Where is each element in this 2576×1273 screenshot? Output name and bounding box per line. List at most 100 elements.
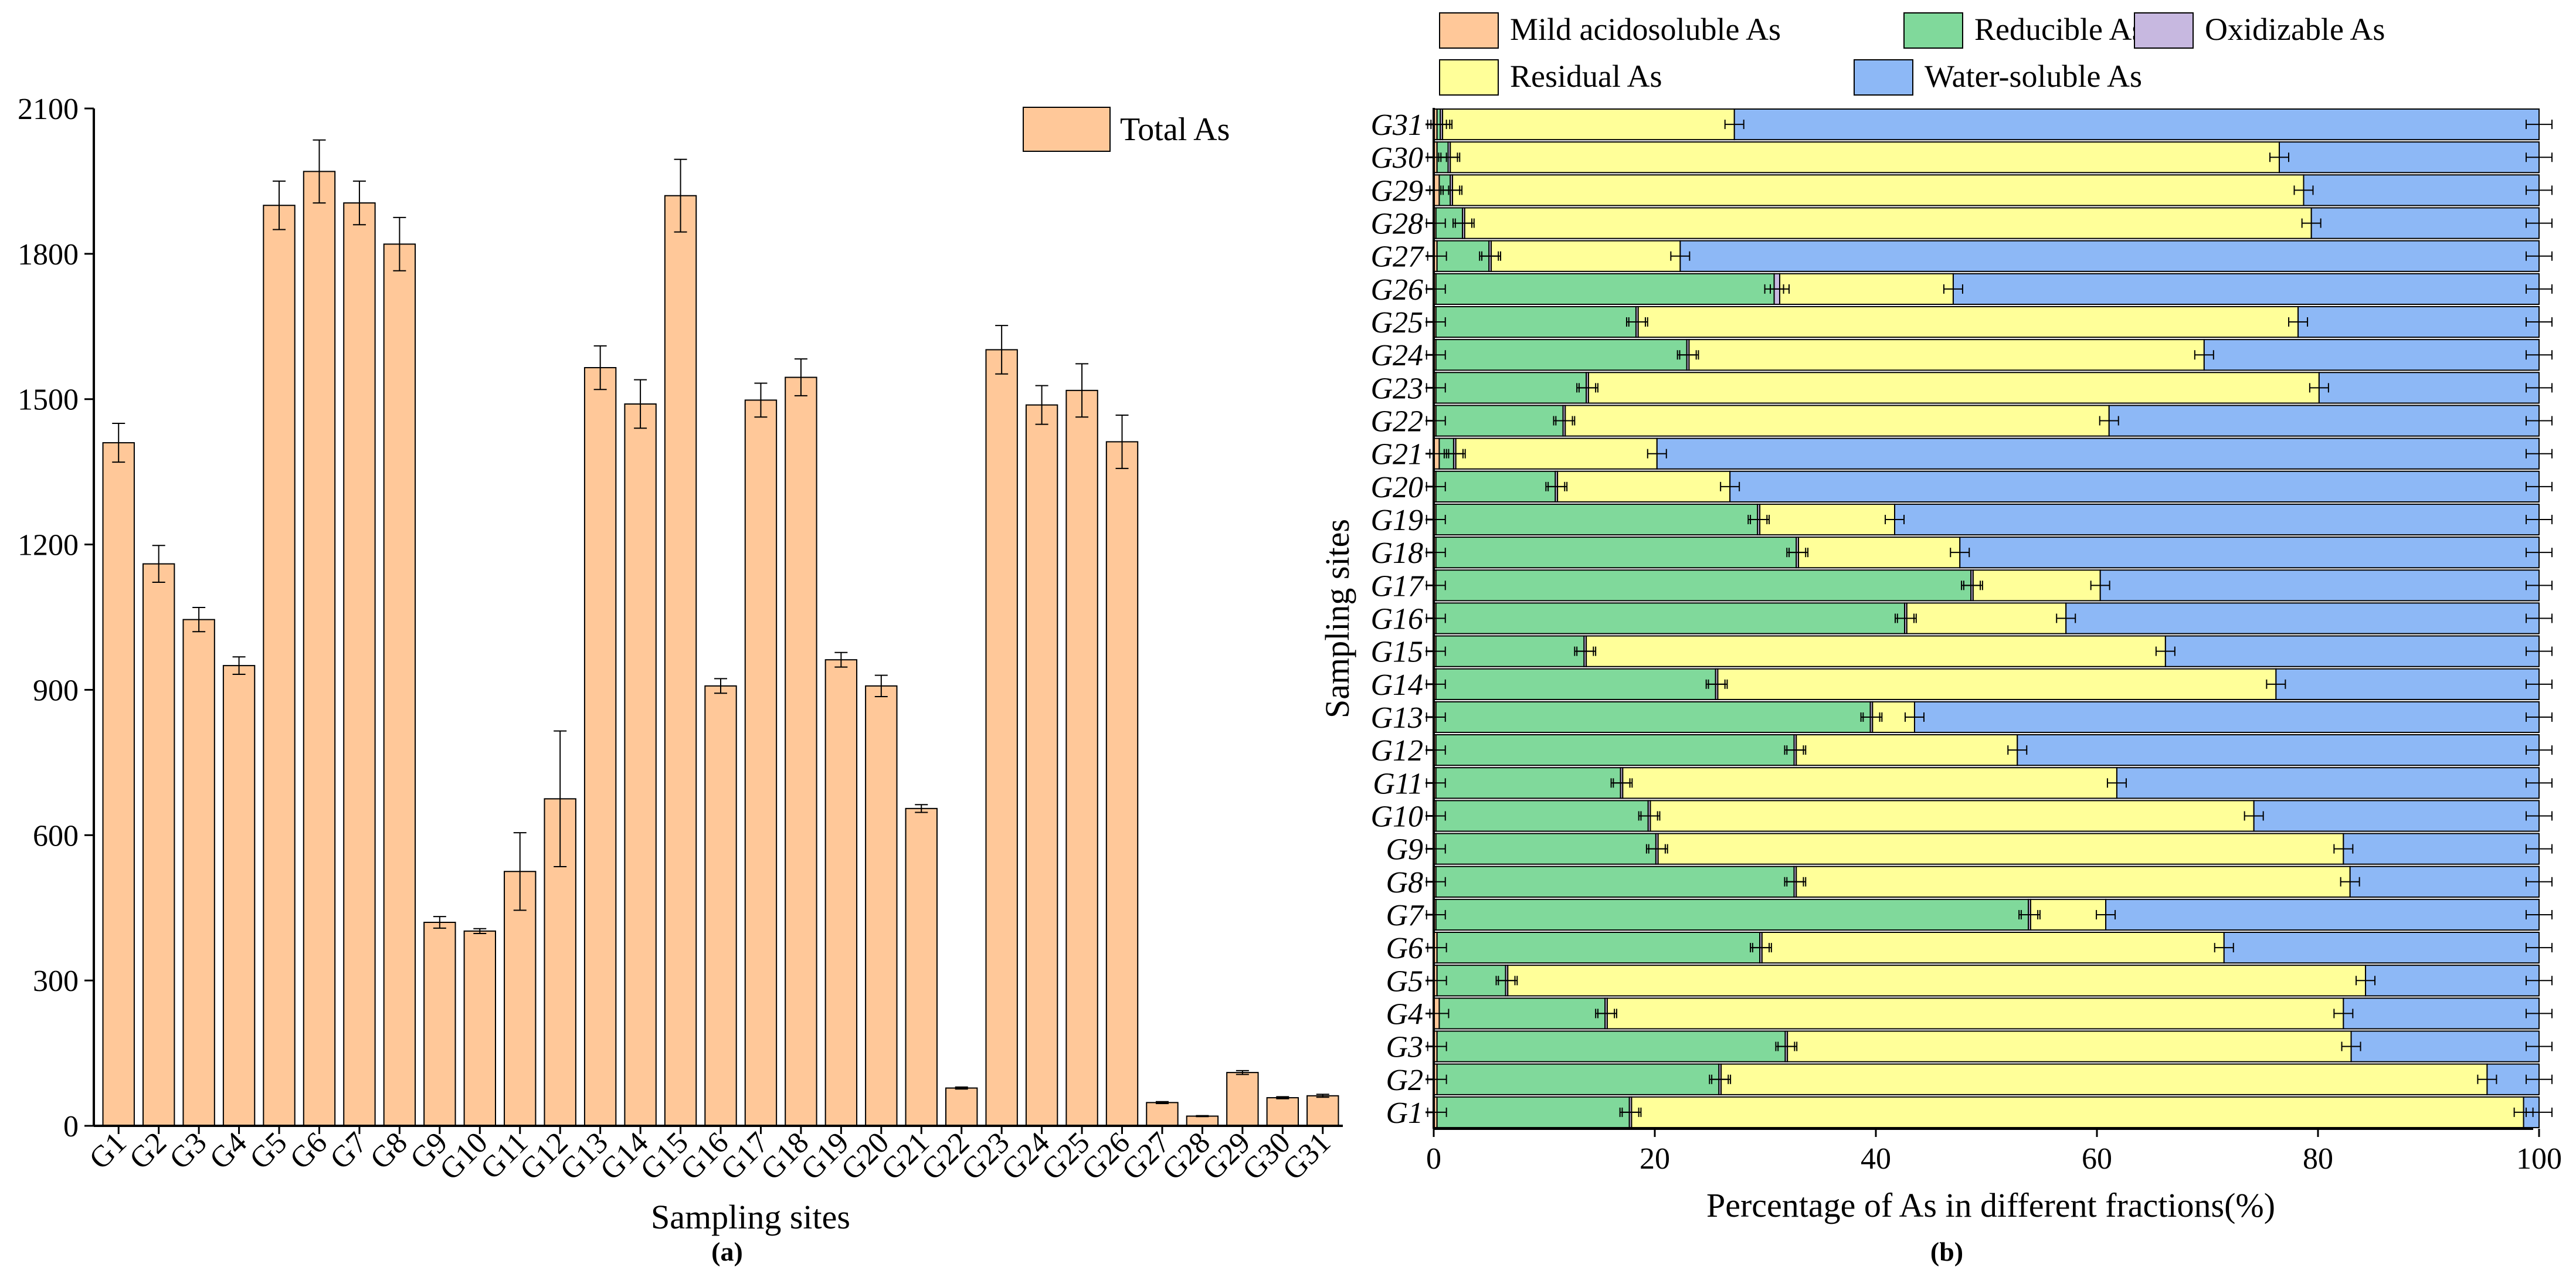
segment-residual-as-g11 <box>1622 767 2117 799</box>
segment-reducible-as-g7 <box>1435 898 2029 931</box>
panel-a-legend: Total As <box>1023 107 1230 152</box>
y-tick-label-g29: G29 <box>1370 174 1423 208</box>
bar-g17 <box>744 399 778 1126</box>
bar-g8 <box>383 243 416 1126</box>
panel-a: 0 300 600 900 1200 1500 1800 2100 G1G2G3G4G5G6G… <box>18 93 1343 1267</box>
y-tick-label-g28: G28 <box>1370 208 1423 241</box>
segment-reducible-as-g5 <box>1436 965 1506 997</box>
x-tick-label-0: 0 <box>1426 1142 1441 1176</box>
y-tick-label-g25: G25 <box>1370 306 1423 340</box>
legend-swatch-reducible-as <box>1903 12 1963 49</box>
segment-reducible-as-g4 <box>1438 997 1606 1030</box>
segment-reducible-as-g9 <box>1435 833 1657 865</box>
y-tick-label-g10: G10 <box>1370 800 1423 833</box>
segment-residual-as-g29 <box>1452 174 2305 206</box>
y-tick-label-2100: 2100 <box>18 93 79 126</box>
segment-water-soluble-as-g24 <box>2203 339 2540 371</box>
bar-g26 <box>1105 441 1139 1126</box>
bar-g24 <box>1025 404 1058 1127</box>
segment-residual-as-g9 <box>1657 833 2344 865</box>
bar-g14 <box>624 403 657 1126</box>
segment-residual-as-g19 <box>1759 503 1896 536</box>
panel-a-error-bars <box>112 139 1329 1118</box>
y-tick-label-g18: G18 <box>1370 537 1423 570</box>
segment-water-soluble-as-g14 <box>2275 668 2540 700</box>
y-tick-label-g2: G2 <box>1386 1064 1423 1097</box>
segment-residual-as-g16 <box>1906 602 2067 634</box>
segment-water-soluble-as-g13 <box>1913 701 2540 734</box>
segment-residual-as-g27 <box>1491 240 1681 272</box>
bar-g18 <box>785 376 817 1126</box>
y-tick-label-g26: G26 <box>1370 273 1423 307</box>
bar-g23 <box>985 349 1018 1126</box>
bar-g4 <box>222 665 256 1126</box>
segment-reducible-as-g13 <box>1435 701 1871 734</box>
legend-label-water-soluble-as: Water-soluble As <box>1925 59 2142 94</box>
segment-reducible-as-g26 <box>1435 273 1775 305</box>
bar-g5 <box>263 205 296 1127</box>
segment-residual-as-g20 <box>1557 470 1731 503</box>
y-tick-label-g5: G5 <box>1386 965 1423 998</box>
segment-water-soluble-as-g12 <box>2017 734 2540 766</box>
segment-water-soluble-as-g17 <box>2099 569 2540 602</box>
segment-residual-as-g2 <box>1720 1063 2488 1095</box>
y-tick-label-g14: G14 <box>1370 668 1423 702</box>
segment-reducible-as-g23 <box>1435 372 1587 404</box>
y-tick-label-1200: 1200 <box>18 529 79 562</box>
y-tick-label-900: 900 <box>33 674 79 707</box>
segment-water-soluble-as-g19 <box>1894 503 2540 536</box>
segment-water-soluble-as-g18 <box>1959 537 2540 569</box>
y-tick-label-0: 0 <box>63 1110 79 1143</box>
bar-g3 <box>182 619 215 1126</box>
y-tick-label-g17: G17 <box>1370 569 1424 603</box>
segment-reducible-as-g12 <box>1435 734 1795 766</box>
segment-water-soluble-as-g22 <box>2108 405 2540 437</box>
y-tick-label-g7: G7 <box>1386 899 1424 932</box>
segment-water-soluble-as-g20 <box>1729 470 2540 503</box>
legend-label-mild-acidosoluble-as: Mild acidosoluble As <box>1510 12 1781 47</box>
y-tick-label-g30: G30 <box>1370 141 1423 175</box>
segment-residual-as-g25 <box>1637 305 2299 338</box>
bar-g22 <box>945 1087 978 1126</box>
bar-g15 <box>664 195 697 1127</box>
segment-residual-as-g15 <box>1586 635 2166 667</box>
y-tick-label-g22: G22 <box>1370 405 1423 439</box>
panel-b-error-bars <box>1426 120 2553 1117</box>
y-tick-label-1800: 1800 <box>18 238 79 271</box>
segment-reducible-as-g16 <box>1435 602 1906 634</box>
segment-reducible-as-g25 <box>1435 305 1637 338</box>
segment-water-soluble-as-g16 <box>2065 602 2540 634</box>
segment-residual-as-g18 <box>1798 537 1961 569</box>
x-tick-label-g31: G31 <box>1277 1126 1338 1187</box>
bar-g6 <box>303 171 336 1126</box>
segment-residual-as-g26 <box>1779 273 1954 305</box>
segment-water-soluble-as-g27 <box>1679 240 2540 272</box>
segment-residual-as-g5 <box>1507 965 2367 997</box>
segment-reducible-as-g17 <box>1435 569 1972 602</box>
y-tick-label-g16: G16 <box>1370 603 1423 636</box>
panel-b-x-axis-title: Percentage of As in different fractions(… <box>1706 1186 2275 1224</box>
x-tick-label-80: 80 <box>2303 1142 2333 1176</box>
segment-residual-as-g21 <box>1455 437 1658 470</box>
bar-g13 <box>583 367 617 1126</box>
panel-b-stacked-bars <box>1433 108 2540 1129</box>
segment-residual-as-g1 <box>1631 1096 2524 1129</box>
y-tick-label-1500: 1500 <box>18 383 79 417</box>
bar-g1 <box>102 442 135 1126</box>
segment-residual-as-g22 <box>1564 405 2110 437</box>
segment-reducible-as-g3 <box>1436 1030 1786 1062</box>
legend-swatch-oxidizable-as <box>2134 12 2194 49</box>
segment-residual-as-g14 <box>1717 668 2277 700</box>
segment-reducible-as-g19 <box>1435 503 1759 536</box>
segment-residual-as-g17 <box>1972 569 2101 602</box>
bar-g20 <box>865 685 898 1127</box>
segment-reducible-as-g8 <box>1435 865 1795 898</box>
panel-b-x-ticks: 0 20 40 60 80 100 <box>1426 1129 2562 1176</box>
panel-b-legend: Mild acidosoluble As Reducible As Oxidizab… <box>1439 12 2385 96</box>
segment-reducible-as-g14 <box>1435 668 1716 700</box>
segment-water-soluble-as-g3 <box>2350 1030 2540 1062</box>
segment-residual-as-g30 <box>1450 141 2280 174</box>
segment-reducible-as-g2 <box>1436 1063 1720 1095</box>
bar-g27 <box>1146 1102 1179 1127</box>
